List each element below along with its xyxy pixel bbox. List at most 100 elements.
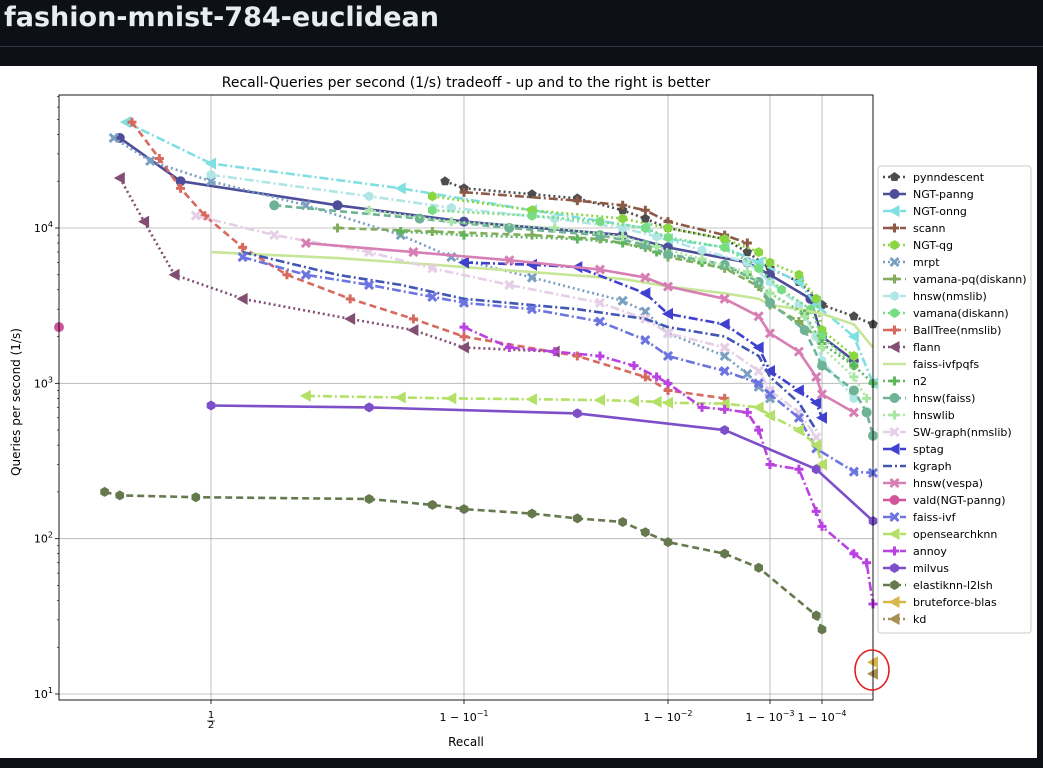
legend-item-kd: kd xyxy=(883,613,926,626)
data-point-annoy xyxy=(550,347,560,357)
data-point-ngt-qg xyxy=(811,293,821,304)
data-point-opensearchknn xyxy=(594,394,605,407)
x-tick-label: 1 − 10−1 xyxy=(439,709,488,724)
data-point-elastiknn-l2lsh xyxy=(817,624,827,635)
data-point-elastiknn-l2lsh xyxy=(527,508,537,519)
data-point-milvus xyxy=(206,400,216,411)
legend-marker-scann xyxy=(890,223,899,233)
legend-label-opensearchknn: opensearchknn xyxy=(913,528,997,541)
legend-label-hnsw-faiss: hnsw(faiss) xyxy=(913,392,975,405)
data-point-sw-graph-nmslib xyxy=(190,210,201,221)
legend-item-bruteforce-blas: bruteforce-blas xyxy=(883,596,997,609)
series-milvus xyxy=(206,400,878,526)
data-point-opensearchknn xyxy=(394,391,406,404)
data-point-flann xyxy=(168,268,180,281)
data-point-sptag xyxy=(458,256,469,269)
data-point-milvus xyxy=(364,402,374,413)
legend-marker-elastiknn-l2lsh xyxy=(890,580,899,590)
data-point-annoy xyxy=(504,343,514,353)
legend-label-ngt-qg: NGT-qg xyxy=(913,239,953,252)
data-point-balltree-nmslib xyxy=(572,351,582,361)
data-point-mrpt xyxy=(719,350,730,362)
data-point-hnsw-faiss xyxy=(848,385,859,396)
data-point-balltree-nmslib xyxy=(154,154,164,164)
data-point-elastiknn-l2lsh xyxy=(100,486,109,497)
data-point-sw-graph-nmslib xyxy=(662,328,674,339)
series-line-faiss-ivf xyxy=(242,255,874,475)
legend-marker-annoy xyxy=(890,546,899,556)
data-point-hnsw-vespa xyxy=(753,311,764,322)
legend-item-flann: flann xyxy=(883,341,941,354)
data-point-hnswlib xyxy=(446,217,456,227)
chart-svg: Recall-Queries per second (1/s) tradeoff… xyxy=(9,75,1032,749)
data-point-flann xyxy=(138,215,150,228)
series-faiss-ivf xyxy=(237,252,879,478)
data-point-balltree-nmslib xyxy=(640,372,650,382)
x-tick-label: 1 − 10−3 xyxy=(745,709,794,724)
series-line-kgraph xyxy=(242,250,818,431)
legend-marker-ngt-panng xyxy=(889,189,900,199)
data-point-scann xyxy=(572,196,582,206)
series-line-annoy xyxy=(463,325,875,605)
series-line-hnsw-faiss xyxy=(274,204,875,437)
legend-item-opensearchknn: opensearchknn xyxy=(883,528,997,541)
legend-label-flann: flann xyxy=(913,341,941,354)
data-point-elastiknn-l2lsh xyxy=(364,494,374,504)
legend-item-faiss-ivfpqfs: faiss-ivfpqfs xyxy=(883,358,979,371)
data-point-annoy xyxy=(817,521,827,531)
data-point-opensearchknn xyxy=(650,395,662,408)
data-point-hnswlib xyxy=(652,242,662,252)
legend-label-annoy: annoy xyxy=(913,545,947,558)
data-point-ngt-qg xyxy=(720,234,729,244)
legend-label-scann: scann xyxy=(913,222,945,235)
y-tick-label: 103 xyxy=(34,375,53,390)
y-tick-label: 102 xyxy=(34,531,53,546)
data-point-mrpt xyxy=(205,176,217,187)
series-ngt-qg xyxy=(428,191,859,361)
series-scann xyxy=(459,187,752,248)
data-point-flann xyxy=(344,312,356,325)
legend-marker-ngt-qg xyxy=(890,240,899,250)
data-point-mrpt xyxy=(526,272,538,283)
data-point-annoy xyxy=(459,322,469,332)
data-point-sw-graph-nmslib xyxy=(594,297,606,308)
data-point-milvus xyxy=(720,425,729,436)
data-point-elastiknn-l2lsh xyxy=(191,492,201,503)
legend-marker-kd xyxy=(888,613,900,625)
data-point-ngt-qg xyxy=(794,269,804,280)
data-point-n2 xyxy=(849,361,859,371)
data-point-scann xyxy=(640,205,650,215)
legend-item-hnsw-faiss: hnsw(faiss) xyxy=(883,392,975,405)
data-point-opensearchknn xyxy=(628,394,639,407)
series-line-ngt-panng xyxy=(119,136,855,362)
legend-label-balltree-nmslib: BallTree(nmslib) xyxy=(913,324,1001,337)
chart-title: Recall-Queries per second (1/s) tradeoff… xyxy=(222,75,711,91)
data-point-hnsw-nmslib xyxy=(849,393,859,404)
data-point-sptag xyxy=(639,287,651,300)
data-point-ngt-qg xyxy=(754,247,763,258)
series-line-ngt-qg xyxy=(432,195,855,358)
series-opensearchknn xyxy=(299,389,827,471)
chart-figure: Recall-Queries per second (1/s) tradeoff… xyxy=(0,66,1037,758)
data-point-hnsw-vespa xyxy=(816,389,828,400)
series-flann xyxy=(113,171,560,358)
legend-item-mrpt: mrpt xyxy=(883,256,940,269)
data-point-ngt-onng xyxy=(792,275,804,288)
legend-item-sptag: sptag xyxy=(883,443,944,456)
data-point-annoy xyxy=(754,425,764,435)
data-point-vamana-diskann xyxy=(817,331,827,342)
data-point-vamana-diskann xyxy=(663,232,673,243)
y-tick-label: 104 xyxy=(34,220,53,235)
data-point-ngt-qg xyxy=(618,213,627,224)
data-point-sw-graph-nmslib xyxy=(811,432,822,443)
data-point-sptag xyxy=(764,365,775,378)
legend-item-ngt-panng: NGT-panng xyxy=(883,188,974,201)
legend-marker-milvus xyxy=(890,563,899,573)
data-point-ngt-onng xyxy=(847,330,859,343)
legend-label-vamana-pq-diskann: vamana-pq(diskann) xyxy=(913,273,1027,286)
series-kd xyxy=(867,667,878,680)
legend-marker-n2 xyxy=(890,376,899,386)
data-point-annoy xyxy=(811,506,821,516)
data-point-hnsw-faiss xyxy=(861,407,872,418)
series-elastiknn-l2lsh xyxy=(100,486,827,635)
